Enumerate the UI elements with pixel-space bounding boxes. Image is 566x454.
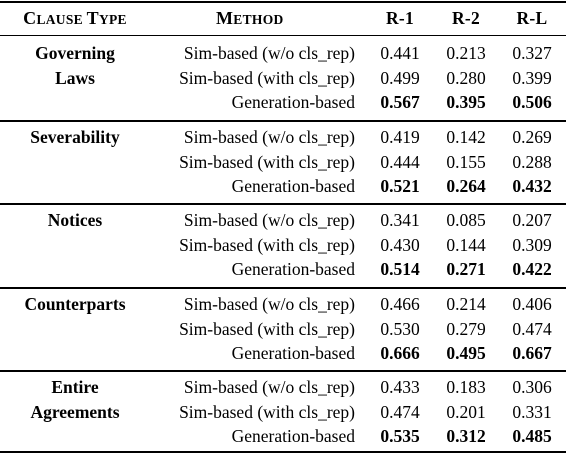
score-rl: 0.269 <box>512 127 552 147</box>
method-cell: Generation-based <box>231 343 355 363</box>
header-clause-type: CLAUSE TYPE <box>23 8 127 28</box>
clause-type-label: Entire <box>51 377 99 397</box>
score-rl: 0.474 <box>512 318 552 339</box>
score-rl: 0.422 <box>512 259 552 279</box>
score-r1: 0.535 <box>380 426 420 446</box>
clause-type-label: Severability <box>30 127 120 147</box>
score-r1: 0.530 <box>380 318 420 339</box>
score-rl: 0.406 <box>512 294 552 314</box>
score-rl: 0.309 <box>512 234 552 255</box>
score-r2: 0.155 <box>446 151 486 172</box>
score-r2: 0.495 <box>446 343 486 363</box>
score-r2: 0.183 <box>446 377 486 397</box>
score-r1: 0.419 <box>380 127 420 147</box>
method-cell: Sim-based (w/o cls_rep) <box>183 377 355 397</box>
score-r2: 0.214 <box>446 294 486 314</box>
score-r1: 0.514 <box>380 259 420 279</box>
score-r1: 0.433 <box>380 377 420 397</box>
bottom-rule <box>0 451 566 453</box>
score-r1: 0.466 <box>380 294 420 314</box>
score-rl: 0.399 <box>512 67 552 88</box>
score-rl: 0.288 <box>512 151 552 172</box>
score-r2: 0.312 <box>446 426 486 446</box>
group-rule <box>0 120 566 122</box>
score-r2: 0.201 <box>446 401 486 422</box>
score-rl: 0.432 <box>512 176 552 196</box>
clause-type-label: Laws <box>55 67 95 88</box>
score-r1: 0.441 <box>380 43 420 63</box>
group-rule <box>0 203 566 205</box>
group-rule <box>0 287 566 289</box>
score-r1: 0.444 <box>380 151 420 172</box>
method-cell: Sim-based (with cls_rep) <box>179 151 355 172</box>
score-rl: 0.667 <box>512 343 552 363</box>
score-r2: 0.395 <box>446 92 486 112</box>
header-r1: R-1 <box>385 8 415 28</box>
group-rule <box>0 370 566 372</box>
method-cell: Sim-based (with cls_rep) <box>179 234 355 255</box>
clause-type-label: Counterparts <box>24 294 126 314</box>
header-method: METHOD <box>216 8 284 28</box>
method-cell: Generation-based <box>231 92 355 112</box>
method-cell: Generation-based <box>231 426 355 446</box>
score-r2: 0.142 <box>446 127 486 147</box>
score-rl: 0.506 <box>512 92 552 112</box>
clause-type-label: Agreements <box>30 401 120 422</box>
method-cell: Sim-based (with cls_rep) <box>179 67 355 88</box>
method-cell: Sim-based (w/o cls_rep) <box>183 127 355 147</box>
score-rl: 0.327 <box>512 43 552 63</box>
header-rule <box>0 35 566 36</box>
score-r2: 0.264 <box>446 176 486 196</box>
score-rl: 0.207 <box>512 210 552 230</box>
score-r2: 0.213 <box>446 43 486 63</box>
score-r1: 0.474 <box>380 401 420 422</box>
score-r1: 0.430 <box>380 234 420 255</box>
score-r2: 0.144 <box>446 234 486 255</box>
header-rl: R-L <box>516 8 548 28</box>
score-r2: 0.279 <box>446 318 486 339</box>
score-rl: 0.306 <box>512 377 552 397</box>
score-r2: 0.271 <box>446 259 486 279</box>
method-cell: Generation-based <box>231 176 355 196</box>
score-r2: 0.280 <box>446 67 486 88</box>
method-cell: Sim-based (with cls_rep) <box>179 401 355 422</box>
score-rl: 0.331 <box>512 401 552 422</box>
score-r1: 0.521 <box>380 176 420 196</box>
method-cell: Sim-based (with cls_rep) <box>179 318 355 339</box>
score-r2: 0.085 <box>446 210 486 230</box>
method-cell: Sim-based (w/o cls_rep) <box>183 294 355 314</box>
clause-type-label: Notices <box>47 210 103 230</box>
clause-type-label: Governing <box>35 43 115 63</box>
score-rl: 0.485 <box>512 426 552 446</box>
header-r2: R-2 <box>451 8 481 28</box>
score-r1: 0.341 <box>380 210 420 230</box>
top-rule <box>0 1 566 3</box>
score-r1: 0.666 <box>380 343 420 363</box>
method-cell: Sim-based (w/o cls_rep) <box>183 210 355 230</box>
method-cell: Generation-based <box>231 259 355 279</box>
score-r1: 0.567 <box>380 92 420 112</box>
score-r1: 0.499 <box>380 67 420 88</box>
method-cell: Sim-based (w/o cls_rep) <box>183 43 355 63</box>
